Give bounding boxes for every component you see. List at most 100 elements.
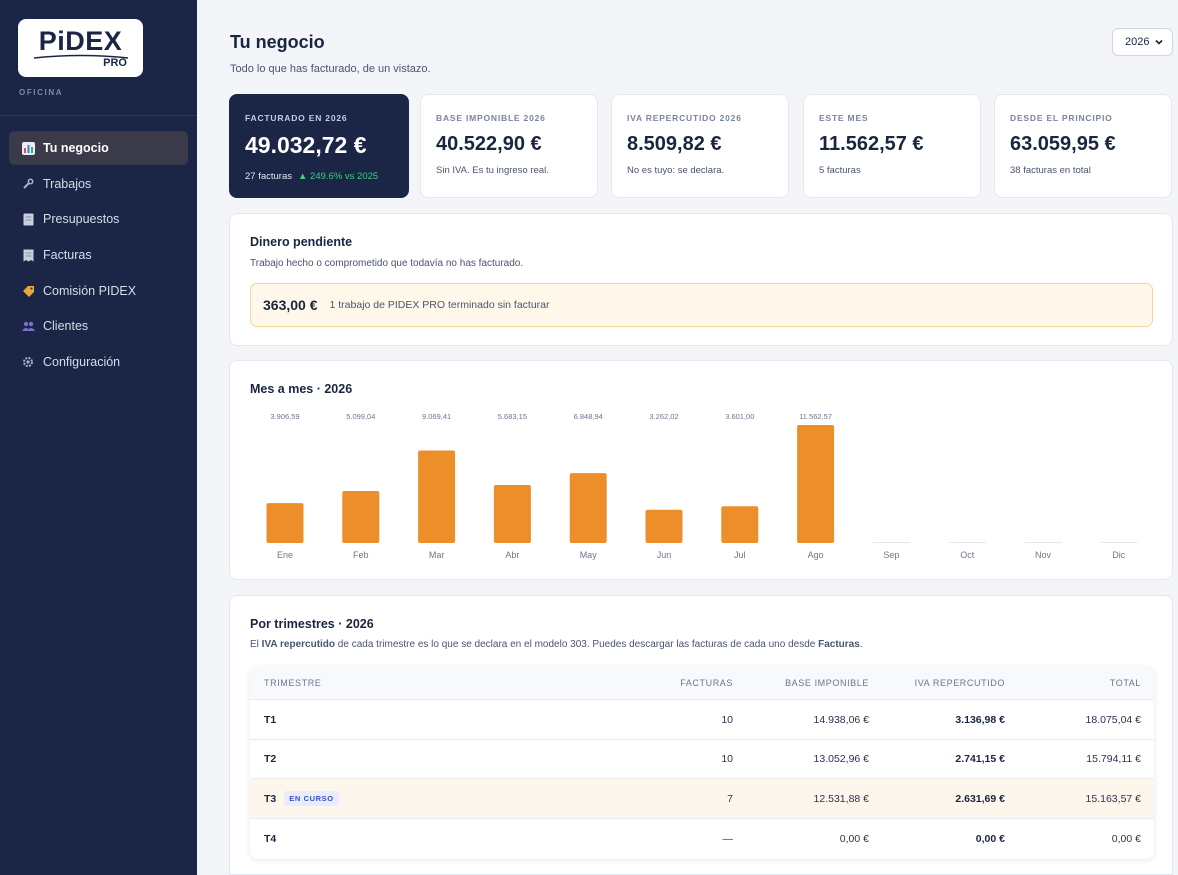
- bar-jun[interactable]: [645, 509, 683, 543]
- row-iva: 3.136,98 €: [955, 713, 1005, 726]
- month-label-jul: Jul: [734, 550, 746, 560]
- table-row-current[interactable]: T3 EN CURSO 7 12.531,88 € 2.631,69 € 15.…: [250, 779, 1154, 819]
- row-base: 13.052,96 €: [813, 753, 869, 765]
- kpi-card-facturado: FACTURADO EN 2026 49.032,72 € 27 factura…: [229, 94, 409, 198]
- logo[interactable]: PiDEX PRO: [18, 19, 143, 77]
- value-label-abr: 5.683,15: [498, 412, 527, 421]
- kpi-value: 63.059,95 €: [1010, 133, 1116, 155]
- kpi-note: 5 facturas: [819, 165, 861, 176]
- wrench-icon: [21, 177, 35, 191]
- bar-ago[interactable]: [797, 425, 835, 543]
- tag-icon: [21, 284, 35, 298]
- value-label-may: 6.848,94: [574, 412, 603, 421]
- year-select-value: 2026: [1125, 36, 1150, 48]
- sidebar-item-presupuestos[interactable]: Presupuestos: [9, 202, 188, 236]
- value-label-jun: 3.262,02: [649, 412, 678, 421]
- sidebar-item-label: Facturas: [43, 248, 92, 263]
- logo-text: PiDEX: [38, 26, 123, 56]
- row-quarter: T4: [264, 833, 277, 845]
- row-invoices: 10: [721, 753, 733, 765]
- sidebar-item-comision-pidex[interactable]: Comisión PIDEX: [9, 274, 188, 308]
- bar-ene[interactable]: [266, 503, 304, 543]
- row-quarter: T3: [264, 792, 277, 805]
- row-base: 12.531,88 €: [813, 792, 869, 805]
- row-base: 0,00 €: [839, 833, 869, 845]
- table-header-row: TRIMESTRE FACTURAS BASE IMPONIBLE IVA RE…: [250, 667, 1154, 700]
- kpi-note: No es tuyo: se declara.: [627, 165, 725, 176]
- sidebar-item-trabajos[interactable]: Trabajos: [9, 167, 188, 201]
- kpi-invoice-count: 27 facturas: [245, 171, 292, 182]
- header-iva: IVA REPERCUTIDO: [914, 678, 1005, 688]
- desc-text: .: [859, 639, 863, 650]
- sidebar-item-clientes[interactable]: Clientes: [9, 309, 188, 343]
- sidebar-item-label: Trabajos: [43, 176, 92, 191]
- kpi-value: 11.562,57 €: [819, 133, 924, 155]
- sidebar-item-label: Configuración: [43, 355, 121, 370]
- quarters-card: Por trimestres · 2026 El IVA repercutido…: [229, 595, 1173, 875]
- month-label-dic: Dic: [1112, 550, 1125, 560]
- kpi-label: ESTE MES: [819, 113, 869, 123]
- kpi-trend: ▲ 249.6% vs 2025: [298, 171, 379, 182]
- sidebar-divider: [0, 115, 197, 116]
- kpi-note: Sin IVA. Es tu ingreso real.: [436, 165, 549, 176]
- table-row[interactable]: T1 10 14.938,06 € 3.136,98 € 18.075,04 €: [250, 700, 1154, 740]
- pending-card: Dinero pendiente Trabajo hecho o comprom…: [229, 213, 1173, 346]
- sidebar-nav: Tu negocio Trabajos Presupuestos Factura…: [9, 131, 188, 381]
- bar-may[interactable]: [569, 473, 607, 543]
- row-invoices: 10: [721, 713, 733, 726]
- row-iva: 2.631,69 €: [955, 792, 1005, 805]
- row-iva: 2.741,15 €: [955, 753, 1005, 765]
- row-quarter: T1: [264, 713, 277, 726]
- desc-bold-iva: IVA repercutido: [261, 639, 336, 650]
- header-base: BASE IMPONIBLE: [785, 678, 869, 688]
- month-label-mar: Mar: [429, 550, 445, 560]
- header-total: TOTAL: [1109, 678, 1141, 688]
- sidebar-item-configuracion[interactable]: Configuración: [9, 345, 188, 379]
- table-row[interactable]: T4 — 0,00 € 0,00 € 0,00 €: [250, 819, 1154, 859]
- bar-abr[interactable]: [493, 485, 531, 543]
- kpi-label: BASE IMPONIBLE 2026: [436, 113, 546, 123]
- sidebar-item-label: Comisión PIDEX: [43, 283, 137, 298]
- chevron-down-icon: [1155, 39, 1163, 45]
- bar-mar[interactable]: [418, 450, 456, 543]
- table-row[interactable]: T2 10 13.052,96 € 2.741,15 € 15.794,11 €: [250, 740, 1154, 779]
- kpi-card-iva: IVA REPERCUTIDO 2026 8.509,82 € No es tu…: [611, 94, 789, 198]
- desc-bold-facturas: Facturas: [818, 639, 860, 650]
- month-label-sep: Sep: [883, 550, 899, 560]
- sidebar-item-tu-negocio[interactable]: Tu negocio: [9, 131, 188, 165]
- row-base: 14.938,06 €: [813, 713, 869, 726]
- chart-title: Mes a mes · 2026: [250, 382, 353, 396]
- kpi-value: 49.032,72 €: [245, 132, 367, 158]
- gear-icon: [21, 355, 35, 369]
- row-iva: 0,00 €: [975, 833, 1005, 845]
- monthly-bar-chart: 3.906,59 Ene 5.099,04 Feb 9.069,41 Mar 5.683,1…: [266, 412, 1138, 560]
- desc-text: El: [250, 639, 262, 650]
- month-label-jun: Jun: [657, 550, 672, 560]
- kpi-card-base-imponible: BASE IMPONIBLE 2026 40.522,90 € Sin IVA.…: [420, 94, 598, 198]
- value-label-ene: 3.906,59: [270, 412, 299, 421]
- bar-chart-icon: [21, 141, 35, 155]
- value-label-mar: 9.069,41: [422, 412, 451, 421]
- sidebar-item-facturas[interactable]: Facturas: [9, 238, 188, 272]
- bar-jul[interactable]: [721, 506, 759, 543]
- row-total: 0,00 €: [1111, 833, 1141, 845]
- pending-amount: 363,00 €: [263, 297, 318, 313]
- sidebar-item-label: Clientes: [43, 319, 89, 334]
- kpi-note: 27 facturas ▲ 249.6% vs 2025: [245, 171, 378, 182]
- month-label-nov: Nov: [1035, 550, 1052, 560]
- kpi-card-desde-el-principio: DESDE EL PRINCIPIO 63.059,95 € 38 factur…: [994, 94, 1172, 198]
- year-select[interactable]: 2026: [1112, 28, 1173, 56]
- sidebar-item-label: Tu negocio: [43, 141, 109, 155]
- month-label-may: May: [580, 550, 598, 560]
- sidebar-caption: OFICINA: [19, 88, 64, 97]
- row-quarter: T2: [264, 753, 277, 765]
- pending-box[interactable]: 363,00 € 1 trabajo de PIDEX PRO terminad…: [250, 283, 1153, 327]
- pending-description: Trabajo hecho o comprometido que todavía…: [250, 258, 524, 269]
- bar-feb[interactable]: [342, 490, 380, 543]
- month-label-abr: Abr: [505, 550, 519, 560]
- row-total: 18.075,04 €: [1085, 713, 1141, 726]
- kpi-label: DESDE EL PRINCIPIO: [1010, 113, 1113, 123]
- quarters-description: El IVA repercutido de cada trimestre es …: [250, 639, 863, 650]
- row-quarter-cell: T3 EN CURSO: [264, 779, 339, 818]
- logo-sub: PRO: [103, 57, 127, 69]
